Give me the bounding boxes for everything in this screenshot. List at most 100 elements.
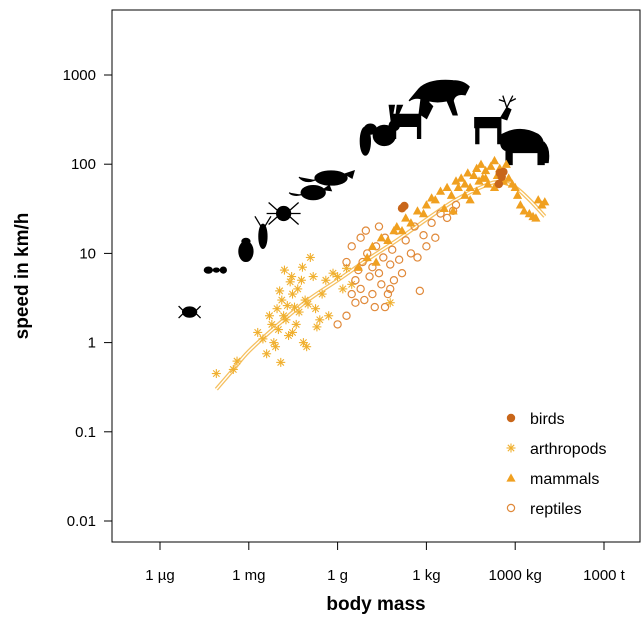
reptiles-point-38 — [347, 242, 356, 251]
arthropods-point-20 — [287, 272, 297, 282]
legend-item-reptiles: reptiles — [506, 501, 582, 518]
reptiles-point-39 — [351, 298, 360, 307]
reptiles-point-30 — [422, 242, 431, 251]
mammals-point-52 — [439, 203, 449, 213]
mammals-point-38 — [504, 173, 514, 182]
x-axis-title: body mass — [326, 594, 425, 615]
reptiles-point-23 — [397, 268, 407, 278]
arthropods-point-0 — [211, 369, 221, 379]
reptiles-point-2 — [347, 289, 356, 299]
arthropods-point-1 — [228, 364, 238, 374]
legend: birds arthropods mammals reptiles — [506, 411, 607, 518]
mammals-point-51 — [448, 206, 458, 215]
x-tick-label-0: 1 µg — [145, 567, 175, 584]
mammals-point-40 — [510, 182, 520, 192]
mammals-point-4 — [376, 233, 386, 242]
mammals-point-5 — [383, 235, 393, 245]
mammals-point-41 — [512, 190, 523, 199]
reptiles-point-28 — [415, 286, 425, 296]
rat-icon — [298, 170, 355, 186]
arthropods-point-15 — [279, 265, 289, 275]
spider-icon — [266, 202, 301, 225]
mammals-point-21 — [456, 173, 466, 182]
arthropods-point-7 — [267, 319, 277, 329]
arthropods-point-12 — [276, 357, 286, 367]
mammals-point-32 — [486, 161, 496, 170]
mammals-point-16 — [435, 186, 446, 195]
reptiles-point-45 — [386, 284, 395, 294]
reptiles-point-7 — [360, 295, 369, 305]
mammals-point-49 — [540, 197, 550, 206]
mouse-icon — [288, 184, 333, 201]
reptiles-point-29 — [419, 230, 428, 240]
mammals-point-56 — [489, 182, 500, 192]
fit-curve-inner — [215, 181, 546, 390]
legend-item-birds: birds — [506, 411, 565, 428]
reptiles-point-11 — [370, 302, 379, 312]
plot-frame — [111, 9, 641, 543]
reptiles-point-44 — [380, 302, 390, 312]
animal-silhouettes — [178, 79, 550, 319]
arthropods-point-9 — [271, 342, 281, 352]
mammals-point-19 — [451, 176, 461, 185]
x-tick-label-5: 1000 t — [583, 567, 626, 584]
mammals-point-31 — [483, 179, 493, 188]
y-tick-label-2: 1 — [88, 335, 96, 352]
arthropods-point-43 — [342, 263, 352, 273]
mammals-point-17 — [442, 182, 452, 192]
y-tick-label-4: 100 — [71, 156, 96, 173]
arthropods-point-5 — [262, 349, 272, 359]
arthropods-point-13 — [277, 295, 287, 305]
arthropods-point-16 — [281, 315, 291, 325]
mammals-point-30 — [481, 165, 491, 175]
mammals-point-54 — [472, 186, 482, 195]
arthropods-point-11 — [273, 325, 283, 335]
reptiles-point-32 — [431, 233, 440, 242]
legend-label-reptiles: reptiles — [530, 501, 582, 518]
legend-label-birds: birds — [530, 411, 565, 428]
arthropods-point-46 — [275, 286, 285, 296]
ant-icon — [203, 266, 227, 274]
reptiles-point-15 — [379, 253, 388, 262]
birds-point-4 — [499, 167, 508, 177]
arthropods-point-33 — [308, 272, 318, 282]
mammals-point-50 — [465, 195, 475, 204]
arthropods-point-2 — [232, 356, 242, 366]
arthropods-point-41 — [333, 272, 343, 282]
mammals-point-12 — [418, 208, 429, 218]
reptiles-point-27 — [413, 253, 422, 262]
mammals-point-43 — [519, 206, 529, 215]
cockroach-icon — [254, 216, 272, 249]
reptiles-point-25 — [406, 249, 416, 258]
birds-point-5 — [494, 179, 504, 189]
arthropods-point-14 — [279, 311, 289, 321]
mammals-point-55 — [481, 173, 491, 182]
reptiles-point-5 — [356, 284, 365, 294]
arthropods-point-47 — [288, 327, 298, 337]
x-tick-label-4: 1000 kg — [489, 567, 542, 584]
reptiles-point-10 — [368, 263, 377, 272]
mammals-point-25 — [469, 170, 479, 180]
fit-curve-outer — [214, 180, 547, 391]
arthropods-point-42 — [338, 284, 348, 294]
arthropods-point-38 — [321, 275, 331, 285]
reptiles-point-36 — [451, 200, 461, 210]
reptiles-point-14 — [377, 280, 386, 289]
arthropods-point-17 — [282, 301, 292, 311]
reptiles-point-17 — [383, 289, 393, 299]
mammals-point-47 — [533, 195, 543, 204]
mammals-point-42 — [515, 200, 526, 209]
reptiles-point-33 — [436, 209, 445, 218]
mammals-point-0 — [353, 262, 363, 271]
x-axis: 1 µg 1 mg 1 g 1 kg 1000 kg 1000 t — [145, 542, 626, 584]
fit-curve — [214, 180, 547, 391]
y-tick-label-3: 10 — [79, 245, 96, 262]
reptiles-point-42 — [368, 289, 377, 299]
reptiles-point-40 — [356, 233, 365, 242]
mammals-point-10 — [406, 218, 416, 227]
reptiles-point-13 — [374, 268, 384, 278]
mammals-point-24 — [465, 182, 475, 192]
mammals-point-18 — [446, 190, 457, 199]
y-tick-label-5: 1000 — [63, 67, 96, 84]
